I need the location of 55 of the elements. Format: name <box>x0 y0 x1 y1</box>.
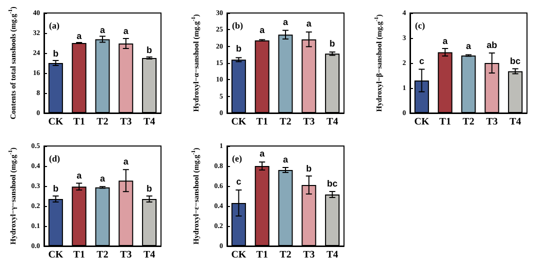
x-tick-label: T3 <box>486 116 498 128</box>
annotation: bc <box>327 178 338 188</box>
x-tick-label: T4 <box>143 116 156 128</box>
x-tick-label: T1 <box>439 116 451 128</box>
x-tick-label: T2 <box>96 250 108 260</box>
annotation: b <box>52 184 59 194</box>
x-tick-label: T3 <box>303 250 315 260</box>
annotation: a <box>260 25 266 36</box>
annotation: a <box>442 36 449 46</box>
annotation: a <box>123 156 130 166</box>
x-tick-label: CK <box>231 250 246 260</box>
annotation: b <box>146 184 153 194</box>
x-tick-label: T3 <box>120 116 132 128</box>
annotation: a <box>282 154 289 164</box>
x-tick-label: CK <box>414 116 430 128</box>
x-tick-label: T1 <box>73 250 85 260</box>
x-tick-label: T4 <box>326 250 338 260</box>
annotation: ab <box>486 40 498 50</box>
annotation: a <box>76 31 83 41</box>
annotation: b <box>236 44 242 54</box>
x-tick-label: CK <box>231 116 246 128</box>
x-tick-label: T1 <box>73 116 85 128</box>
annotation: c <box>419 56 424 66</box>
x-tick-label: T3 <box>120 250 132 260</box>
text: (c) <box>415 20 425 30</box>
annotation: b <box>52 48 59 58</box>
annotation: a <box>306 18 312 28</box>
x-tick-label: T4 <box>326 116 338 128</box>
annotation: a <box>123 26 130 36</box>
annotation: c <box>236 176 242 186</box>
annotation: a <box>260 148 266 158</box>
text: (d) <box>49 154 60 164</box>
text: (a) <box>49 20 60 30</box>
annotation: b <box>306 164 312 174</box>
x-tick-label: T2 <box>96 116 108 128</box>
annotation: a <box>466 41 472 51</box>
x-tick-label: CK <box>48 116 64 128</box>
annotation: a <box>100 24 106 35</box>
text: (e) <box>232 154 242 164</box>
x-tick-label: T4 <box>143 250 156 260</box>
annotation: b <box>146 44 153 55</box>
x-tick-label: T2 <box>462 116 474 128</box>
x-tick-label: T2 <box>280 250 292 260</box>
annotation: bc <box>510 56 521 66</box>
x-tick-label: T4 <box>509 116 522 128</box>
annotation: a <box>100 174 106 184</box>
x-tick-label: T2 <box>280 116 292 128</box>
x-tick-label: T3 <box>303 116 315 128</box>
annotation: a <box>76 170 83 180</box>
x-tick-label: T1 <box>256 250 268 260</box>
x-tick-label: CK <box>48 250 64 260</box>
annotation: b <box>330 38 336 48</box>
text: (b) <box>232 20 243 30</box>
annotation: a <box>282 16 289 27</box>
x-tick-label: T1 <box>256 116 268 128</box>
